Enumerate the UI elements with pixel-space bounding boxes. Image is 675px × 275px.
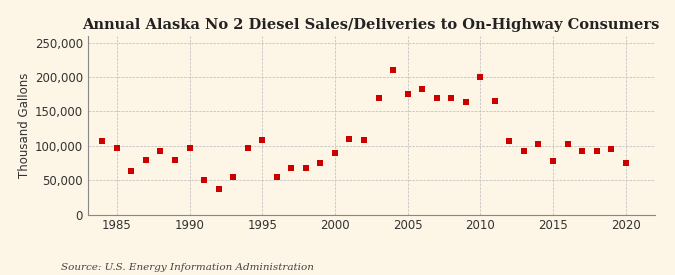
Point [373,95,384,100]
Point [184,146,195,150]
Point [402,92,413,97]
Point [126,169,137,174]
Point [256,138,267,142]
Point [358,138,369,142]
Point [387,68,398,72]
Title: Annual Alaska No 2 Diesel Sales/Deliveries to On-Highway Consumers: Annual Alaska No 2 Diesel Sales/Deliveri… [82,18,660,32]
Point [155,148,166,153]
Point [518,149,529,153]
Point [169,157,180,162]
Point [562,142,573,147]
Point [605,147,616,151]
Point [140,157,151,162]
Point [547,159,558,163]
Point [213,187,224,191]
Point [475,75,486,79]
Point [198,178,209,182]
Point [286,166,297,170]
Point [533,142,544,147]
Point [446,95,456,100]
Point [227,175,238,179]
Point [344,137,355,141]
Point [431,95,442,100]
Point [504,139,515,143]
Point [300,166,311,170]
Point [591,148,602,153]
Point [576,148,587,153]
Point [620,161,631,165]
Point [460,100,471,105]
Text: Source: U.S. Energy Information Administration: Source: U.S. Energy Information Administ… [61,263,314,271]
Point [329,150,340,155]
Y-axis label: Thousand Gallons: Thousand Gallons [18,72,30,178]
Point [315,161,326,165]
Point [489,99,500,103]
Point [271,175,282,179]
Point [416,87,427,92]
Point [97,139,108,143]
Point [111,146,122,150]
Point [242,146,253,150]
